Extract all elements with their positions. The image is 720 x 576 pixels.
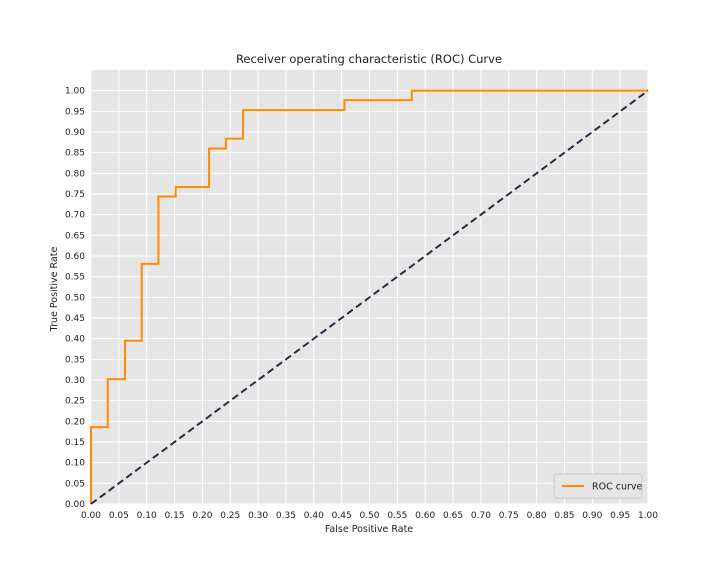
x-tick-label: 0.50: [359, 511, 379, 521]
x-tick-label: 0.20: [192, 511, 212, 521]
x-tick-label: 0.70: [471, 511, 491, 521]
x-tick-label: 0.85: [554, 511, 574, 521]
x-tick-label: 0.60: [415, 511, 435, 521]
y-tick-label: 0.10: [65, 459, 85, 469]
x-tick-label: 0.65: [443, 511, 463, 521]
y-tick-label: 0.35: [65, 355, 85, 365]
y-tick-label: 0.20: [65, 417, 85, 427]
x-tick-label: 0.35: [276, 511, 296, 521]
chart-title: Receiver operating characteristic (ROC) …: [236, 52, 502, 66]
x-tick-label: 0.55: [387, 511, 407, 521]
y-tick-label: 0.15: [65, 438, 85, 448]
y-tick-label: 0.70: [65, 211, 85, 221]
y-tick-label: 0.85: [65, 149, 85, 159]
x-tick-label: 1.00: [638, 511, 658, 521]
y-tick-label: 0.90: [65, 128, 85, 138]
y-tick-label: 0.55: [65, 273, 85, 283]
roc-curve-line: [90, 89, 648, 504]
x-tick-label: 0.25: [220, 511, 240, 521]
y-tick-label: 0.45: [65, 314, 85, 324]
y-tick-label: 0.50: [65, 293, 85, 303]
x-tick-label: 0.15: [165, 511, 185, 521]
plot-area: 0.00 0.05 0.10 0.15 0.20 0.25 0.30 0.35 0.40 0.45…: [65, 70, 658, 521]
y-axis-label: True Positive Rate: [49, 247, 60, 333]
x-tick-label: 0.10: [137, 511, 157, 521]
legend-label: ROC curve: [592, 482, 643, 493]
y-tick-label: 0.60: [65, 252, 85, 262]
y-tick-label: 0.30: [65, 376, 85, 386]
chance-diagonal-line: [90, 89, 649, 505]
y-tick-label: 0.05: [65, 479, 85, 489]
y-tick-label: 1.00: [65, 87, 85, 97]
x-tick-label: 0.30: [248, 511, 268, 521]
y-tick-label: 0.40: [65, 335, 85, 345]
y-tick-label: 0.25: [65, 397, 85, 407]
y-tick-label: 0.95: [65, 107, 85, 117]
x-axis-label: False Positive Rate: [325, 524, 413, 535]
y-tick-label: 0.80: [65, 169, 85, 179]
x-tick-label: 0.45: [332, 511, 352, 521]
x-tick-label: 0.95: [610, 511, 630, 521]
x-tick-label: 0.05: [109, 511, 129, 521]
y-tick-label: 0.75: [65, 190, 85, 200]
x-tick-label: 0.00: [81, 511, 101, 521]
x-tick-label: 0.80: [527, 511, 547, 521]
x-tick-label: 0.40: [304, 511, 324, 521]
x-tick-label: 0.90: [582, 511, 602, 521]
legend-box: [553, 473, 643, 499]
y-tick-label: 0.65: [65, 231, 85, 241]
x-tick-label: 0.75: [499, 511, 519, 521]
y-tick-label: 0.00: [65, 500, 85, 510]
